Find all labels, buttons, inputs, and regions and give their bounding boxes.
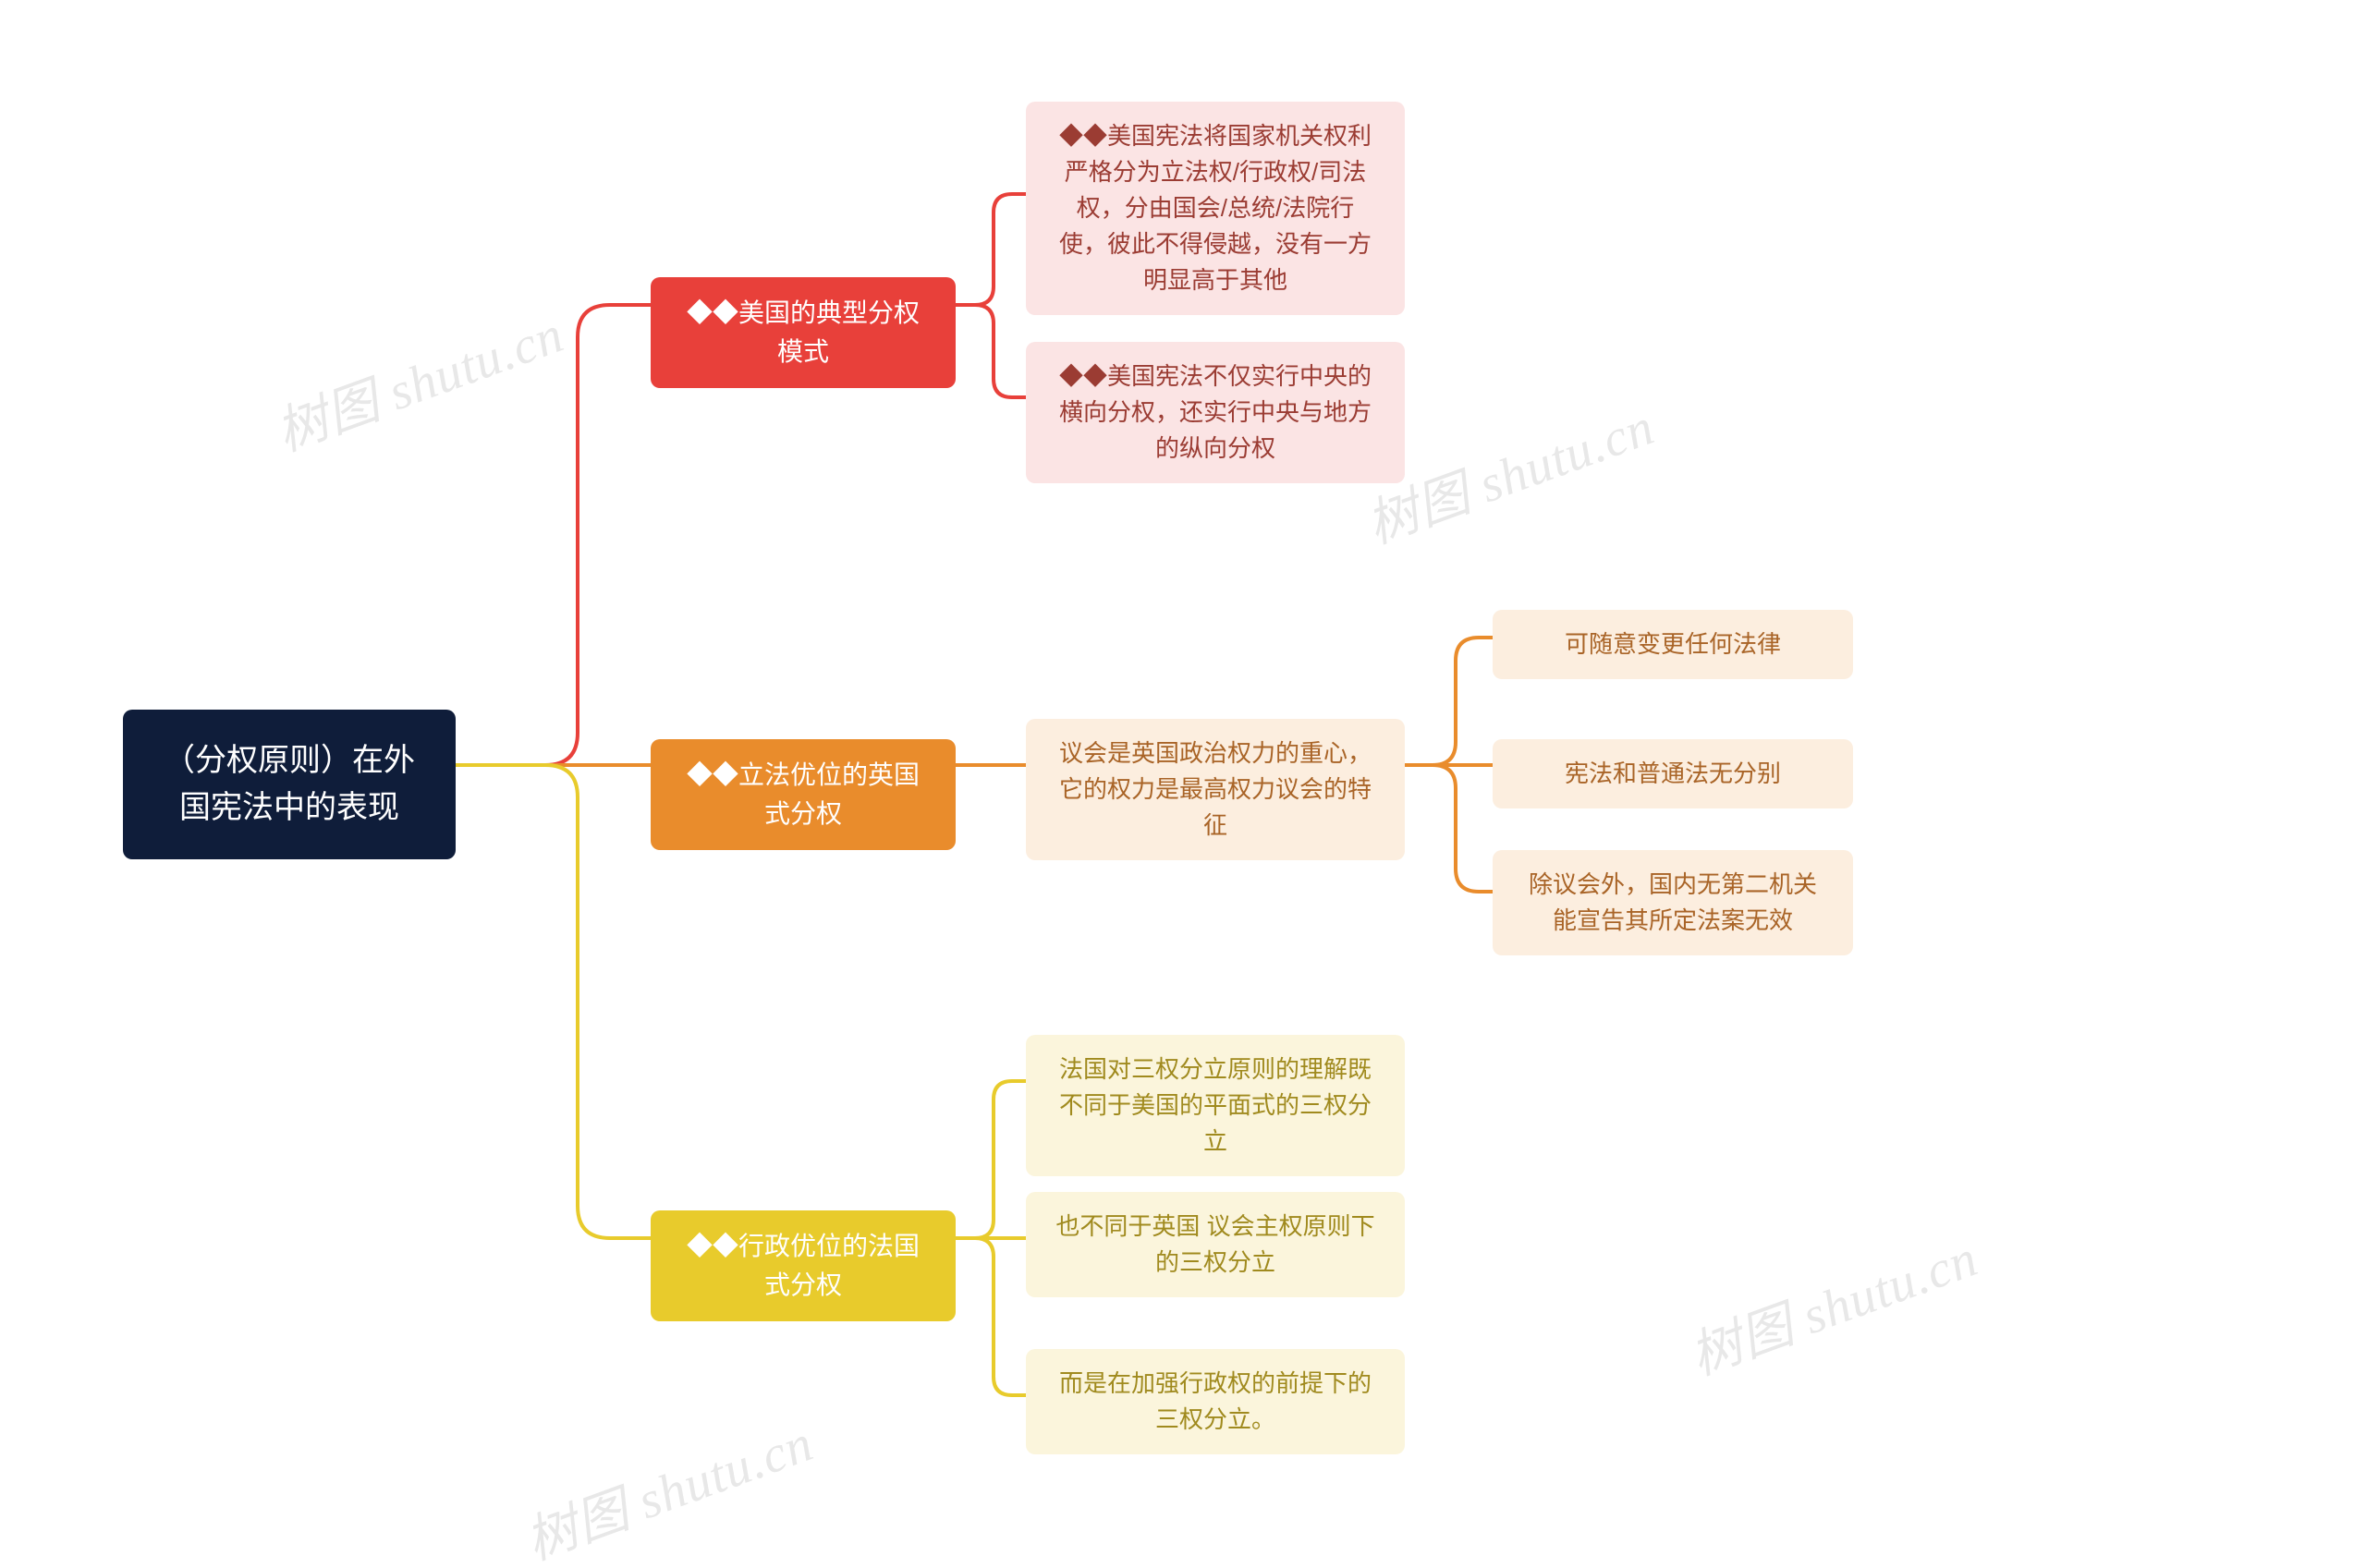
leaf-label: 而是在加强行政权的前提下的三权分立。	[1054, 1366, 1377, 1438]
leaf-label: 宪法和普通法无分别	[1565, 756, 1781, 792]
leaf-node[interactable]: ◆◆美国宪法不仅实行中央的横向分权，还实行中央与地方的纵向分权	[1026, 342, 1405, 483]
branch-node-us[interactable]: ◆◆美国的典型分权模式	[651, 277, 956, 388]
leaf-node[interactable]: 可随意变更任何法律	[1493, 610, 1853, 679]
mindmap-canvas: 树图 shutu.cn 树图 shutu.cn 树图 shutu.cn 树图 s…	[0, 0, 2366, 1568]
branch-label: ◆◆美国的典型分权模式	[678, 294, 928, 371]
leaf-node[interactable]: ◆◆美国宪法将国家机关权利严格分为立法权/行政权/司法权，分由国会/总统/法院行…	[1026, 102, 1405, 315]
leaf-node[interactable]: 法国对三权分立原则的理解既不同于美国的平面式的三权分立	[1026, 1035, 1405, 1176]
leaf-label: 法国对三权分立原则的理解既不同于美国的平面式的三权分立	[1054, 1051, 1377, 1160]
root-node[interactable]: （分权原则）在外国宪法中的表现	[123, 710, 456, 859]
branch-node-uk[interactable]: ◆◆立法优位的英国式分权	[651, 739, 956, 850]
branch-node-fr[interactable]: ◆◆行政优位的法国式分权	[651, 1210, 956, 1321]
leaf-node[interactable]: 除议会外，国内无第二机关能宣告其所定法案无效	[1493, 850, 1853, 955]
leaf-node[interactable]: 也不同于英国 议会主权原则下的三权分立	[1026, 1192, 1405, 1297]
branch-label: ◆◆行政优位的法国式分权	[678, 1227, 928, 1305]
leaf-label: 除议会外，国内无第二机关能宣告其所定法案无效	[1520, 867, 1825, 939]
leaf-label: 议会是英国政治权力的重心，它的权力是最高权力议会的特征	[1054, 735, 1377, 844]
leaf-label: ◆◆美国宪法不仅实行中央的横向分权，还实行中央与地方的纵向分权	[1054, 359, 1377, 467]
leaf-node[interactable]: 而是在加强行政权的前提下的三权分立。	[1026, 1349, 1405, 1454]
leaf-node[interactable]: 宪法和普通法无分别	[1493, 739, 1853, 808]
leaf-node[interactable]: 议会是英国政治权力的重心，它的权力是最高权力议会的特征	[1026, 719, 1405, 860]
leaf-label: 可随意变更任何法律	[1565, 626, 1781, 662]
leaf-label: 也不同于英国 议会主权原则下的三权分立	[1054, 1209, 1377, 1281]
leaf-label: ◆◆美国宪法将国家机关权利严格分为立法权/行政权/司法权，分由国会/总统/法院行…	[1054, 118, 1377, 298]
branch-label: ◆◆立法优位的英国式分权	[678, 756, 928, 833]
root-label: （分权原则）在外国宪法中的表现	[149, 737, 430, 832]
